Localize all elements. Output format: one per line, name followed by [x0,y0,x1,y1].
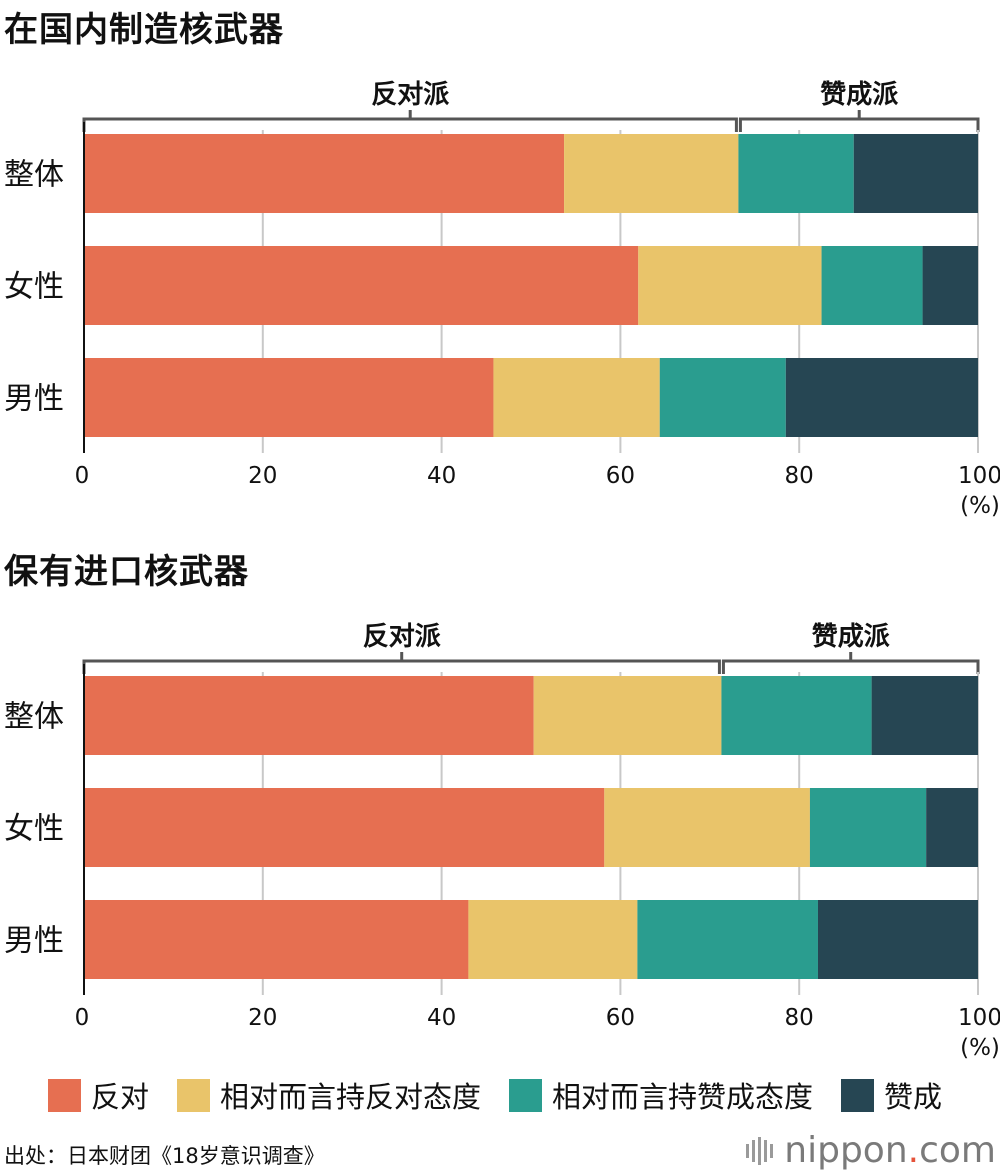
chart-1-tick-label-0: 0 [75,463,90,489]
chart-2-bar-in-favor-1 [926,788,978,867]
chart-2-group-label-1: 赞成派 [811,622,890,652]
chart-1-group-label-0: 反对派 [371,80,449,110]
chart-2-tick-label-40: 40 [427,1005,456,1031]
legend-swatch-opposed [48,1078,81,1112]
chart-2-tick-label-100: 100 [958,1005,1000,1031]
legend-label-in-favor: 赞成 [884,1080,943,1114]
chart-2-bar-opposed-2 [84,900,469,979]
chart-2-bar-opposed-0 [84,676,534,755]
chart-1-tick-label-100: 100 [958,463,1000,489]
legend-swatch-in-favor [841,1078,875,1112]
logo-text: nippon [784,1130,908,1171]
chart-2-category-label-0: 整体 [4,700,64,735]
chart-1-bar-rather-opposed-2 [493,358,660,437]
logo-suffix: com [919,1130,996,1171]
legend-item-in-favor: 赞成 [841,1074,942,1116]
legend-item-opposed: 反对 [48,1074,149,1116]
chart-1-tick-label-80: 80 [785,463,814,489]
legend-item-rather-opposed: 相对而言持反对态度 [177,1074,481,1116]
chart-2-tick-label-20: 20 [248,1005,277,1031]
chart-2-group-label-0: 反对派 [363,622,441,652]
chart-2-category-label-1: 女性 [4,812,64,847]
chart-1-bar-in-favor-0 [853,134,978,213]
chart-2-bar-rather-opposed-2 [468,900,638,979]
chart-2-x-unit: (%) [960,1035,1000,1061]
chart-1-category-label-1: 女性 [4,270,64,305]
legend-swatch-rather-in-favor [509,1078,543,1112]
chart-1-bar-rather-opposed-0 [564,134,739,213]
legend: 反对 相对而言持反对态度 相对而言持赞成态度 赞成 [48,1074,970,1116]
chart-1-bar-rather-in-favor-1 [821,246,923,325]
logo-dot: . [907,1130,920,1171]
chart-1-bar-in-favor-1 [922,246,978,325]
chart-1-title: 在国内制造核武器 [4,10,284,50]
chart-1-group-bracket-0 [82,117,738,132]
legend-item-rather-in-favor: 相对而言持赞成态度 [509,1074,813,1116]
chart-1-bar-opposed-1 [84,246,639,325]
legend-label-rather-opposed: 相对而言持反对态度 [220,1080,482,1114]
chart-1-bar-opposed-0 [84,134,565,213]
source-note: 出处：日本财团《18岁意识调查》 [4,1144,325,1168]
chart-1-bar-rather-opposed-1 [638,246,822,325]
chart-1-x-unit: (%) [960,493,1000,519]
chart-1-bar-rather-in-favor-2 [659,358,786,437]
chart-2-bar-rather-in-favor-2 [637,900,818,979]
chart-1-bar-in-favor-2 [785,358,978,437]
logo-bars-icon [746,1136,776,1165]
chart-2-group-bracket-1 [721,659,980,674]
chart-2-tick-label-0: 0 [75,1005,90,1031]
legend-label-rather-in-favor: 相对而言持赞成态度 [552,1080,814,1114]
chart-2-bar-rather-in-favor-1 [809,788,927,867]
legend-label-opposed: 反对 [91,1080,150,1114]
chart-1-bar-opposed-2 [84,358,494,437]
chart-1-tick-label-60: 60 [606,463,635,489]
chart-1-tick-label-20: 20 [248,463,277,489]
chart-2-title: 保有进口核武器 [4,552,249,592]
chart-2-tick-label-80: 80 [785,1005,814,1031]
chart-2-group-bracket-0 [82,659,721,674]
chart-2-bar-rather-opposed-0 [533,676,722,755]
chart-2-tick-label-60: 60 [606,1005,635,1031]
chart-2-bar-in-favor-2 [817,900,978,979]
chart-1-tick-label-40: 40 [427,463,456,489]
chart-1-group-label-1: 赞成派 [819,80,898,110]
chart-2-bar-opposed-1 [84,788,605,867]
nippon-logo[interactable]: nippon. com [746,1130,996,1171]
chart-2-category-label-2: 男性 [4,924,64,959]
chart-2-bar-rather-in-favor-0 [721,676,872,755]
chart-1-group-bracket-1 [738,117,980,132]
chart-2-bar-in-favor-0 [871,676,978,755]
chart-1-category-label-2: 男性 [4,382,64,417]
chart-1-category-label-0: 整体 [4,158,64,193]
chart-2-bar-rather-opposed-1 [604,788,810,867]
legend-swatch-rather-opposed [177,1078,211,1112]
chart-1-bar-rather-in-favor-0 [738,134,854,213]
